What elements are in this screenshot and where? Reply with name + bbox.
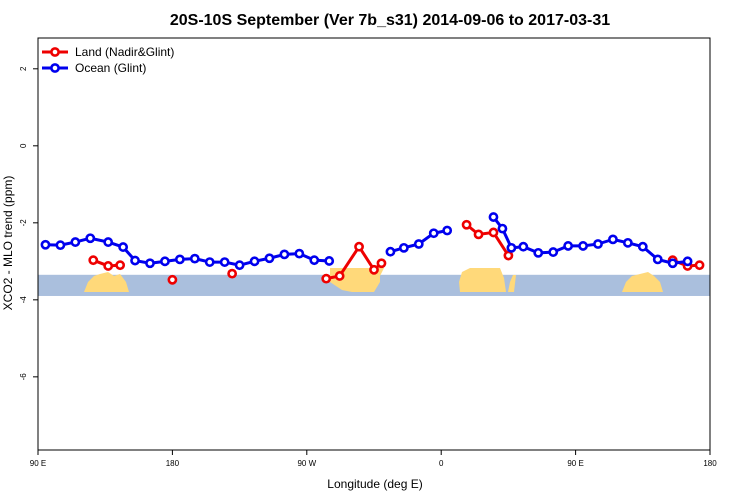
ocean-point (667, 258, 678, 269)
land-point (488, 227, 499, 238)
chart-title: 20S-10S September (Ver 7b_s31) 2014-09-0… (170, 12, 610, 29)
ocean-point (40, 239, 51, 250)
ocean-point (506, 242, 517, 253)
land-point (694, 260, 705, 271)
y-tick-label: 2 (19, 66, 28, 71)
ocean-point (563, 241, 574, 251)
x-tick-label: 90 E (567, 459, 583, 468)
ocean-point (324, 256, 335, 266)
land-blob (84, 272, 129, 292)
x-tick-label: 90 W (297, 459, 316, 468)
ocean-point (145, 258, 155, 269)
series-layer (40, 212, 705, 285)
ocean-point (249, 256, 260, 267)
y-axis: 2 0 -2 -4 -6 (19, 66, 38, 380)
ocean-point (622, 237, 633, 248)
plot-frame (37, 37, 711, 451)
x-tick-label: 180 (166, 459, 180, 468)
x-axis: 90 E 180 90 W 0 90 E 180 (30, 450, 717, 468)
ocean-series (40, 212, 693, 271)
land-point (334, 271, 345, 281)
ocean-point (533, 247, 544, 258)
land-point (88, 255, 99, 266)
ocean-point (488, 212, 499, 222)
ocean-point (174, 254, 185, 265)
land-blob (622, 272, 663, 292)
legend-marker-ocean (50, 63, 60, 73)
ocean-point (608, 234, 618, 245)
ocean-point (398, 242, 409, 253)
land-point (227, 268, 238, 279)
ocean-point (85, 233, 96, 244)
y-tick-label: 0 (19, 143, 28, 148)
ocean-point (578, 241, 588, 251)
land-point (369, 264, 379, 275)
land-point (321, 273, 332, 284)
land-series-line (465, 223, 510, 257)
plot-area (37, 37, 711, 451)
ocean-point (518, 241, 529, 252)
land-band (84, 268, 663, 292)
land-point (376, 258, 387, 269)
ocean-point (385, 246, 396, 257)
ocean-point (219, 257, 230, 267)
ocean-point (413, 239, 424, 249)
ocean-point (309, 255, 320, 266)
ocean-point (593, 239, 603, 249)
land-point (503, 250, 514, 261)
x-tick-label: 90 E (30, 459, 46, 468)
ocean-point (264, 253, 275, 264)
y-tick-label: -2 (19, 219, 28, 227)
x-axis-label: Longitude (deg E) (327, 477, 422, 491)
land-blob (459, 268, 506, 292)
legend: Land (Nadir&Glint) Ocean (Glint) (42, 45, 174, 75)
land-point (461, 219, 472, 230)
y-axis-label: XCO2 - MLO trend (ppm) (1, 176, 15, 311)
x-tick-label: 180 (703, 459, 717, 468)
ocean-point (103, 237, 114, 247)
legend-label-ocean: Ocean (Glint) (75, 61, 146, 75)
land-point (354, 241, 364, 252)
land-series (88, 219, 705, 285)
ocean-point (204, 257, 215, 267)
ocean-point (637, 241, 648, 252)
land-point (103, 261, 114, 271)
land-point (473, 229, 484, 240)
ocean-point (130, 255, 140, 266)
x-tick-label: 0 (439, 459, 444, 468)
ocean-point (160, 256, 170, 267)
ocean-point (189, 253, 200, 264)
ocean-point (652, 254, 663, 265)
ocean-point (118, 242, 129, 252)
land-point (115, 260, 126, 271)
ocean-point (497, 223, 508, 234)
legend-marker-land (50, 47, 60, 57)
y-tick-label: -4 (19, 296, 28, 304)
ocean-point (442, 225, 453, 236)
legend-label-land: Land (Nadir&Glint) (75, 45, 174, 59)
ocean-point (55, 240, 66, 251)
land-point (167, 274, 178, 285)
ocean-point (682, 256, 693, 267)
ocean-point (294, 248, 305, 259)
y-tick-label: -6 (19, 373, 28, 381)
ocean-point (428, 228, 439, 239)
ocean-point (70, 237, 81, 247)
ocean-point (234, 260, 245, 271)
ocean-point (548, 247, 559, 257)
ocean-point (279, 249, 290, 260)
land-blob (508, 275, 516, 292)
